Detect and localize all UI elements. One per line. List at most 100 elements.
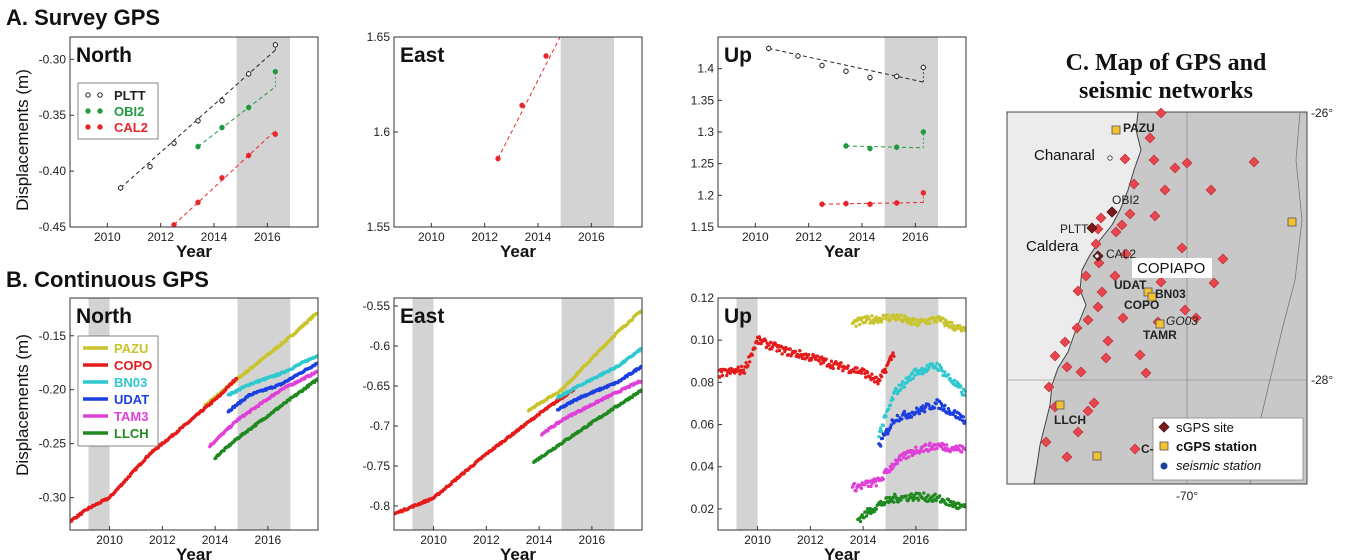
seismic-station-marker: [1082, 314, 1094, 326]
panel-survey-east: 2010 2012 2014 2016 1.65 1.6 1.55 East Year: [367, 30, 643, 261]
x-tick-label: 2012: [797, 533, 824, 547]
data-point: [862, 368, 866, 372]
seismic-station-marker: [1082, 405, 1094, 417]
y-tick-label: 1.3: [697, 125, 714, 139]
data-point: [920, 129, 927, 135]
data-point: [893, 314, 897, 318]
data-point: [315, 354, 318, 358]
series-pazu: [526, 309, 642, 413]
legend-cgps-marker: C-: [1141, 442, 1154, 456]
legend-seismic-icon: [1160, 462, 1168, 470]
site-marker-cal2: [1094, 253, 1100, 259]
data-point: [765, 45, 772, 52]
data-point: [866, 484, 871, 489]
axes-frame: [69, 297, 319, 531]
map-label-pltt: PLTT: [1060, 222, 1089, 236]
seismic-station-marker: [1176, 242, 1188, 254]
legend-label: CAL2: [114, 120, 148, 135]
data-point: [944, 502, 949, 507]
data-point: [775, 349, 779, 353]
map-label-pazu: PAZU: [1123, 121, 1155, 135]
series-tam3: [850, 441, 966, 493]
data-point: [780, 352, 784, 356]
seismic-station-marker: [1061, 451, 1073, 463]
data-point: [639, 379, 642, 384]
data-point: [943, 324, 947, 328]
data-point: [733, 371, 737, 375]
data-point: [881, 423, 886, 428]
data-point: [928, 441, 932, 445]
data-point: [959, 450, 964, 454]
series-udat: [555, 364, 642, 412]
trend-line: [768, 47, 924, 83]
seismic-station-marker: [1049, 350, 1061, 362]
cgps-station-south: [1092, 451, 1102, 461]
legend-label: UDAT: [114, 392, 149, 407]
data-point: [272, 131, 279, 137]
data-point: [935, 320, 939, 324]
panel-title: North: [76, 44, 132, 67]
panel-title: North: [76, 305, 132, 328]
data-point: [219, 124, 225, 131]
data-point: [909, 492, 914, 496]
cgps-station-tamr: [1155, 319, 1165, 329]
y-tick-label: 1.65: [367, 30, 391, 44]
data-point: [933, 492, 937, 496]
seismic-station-marker: [1110, 226, 1122, 238]
data-point: [913, 496, 917, 500]
data-point: [924, 318, 929, 322]
data-point: [946, 372, 951, 377]
legend-label: PAZU: [114, 341, 148, 356]
data-point: [907, 455, 911, 459]
data-point: [171, 140, 177, 146]
y-tick-label: -0.75: [363, 459, 391, 473]
gps-sites: [1055, 125, 1297, 461]
panel-continuous-north: 2010 2012 2014 2016 -0.15 -0.20 -0.25 -0.30 Nort…: [39, 297, 319, 560]
plot-area: [718, 313, 966, 524]
data-point: [870, 372, 874, 376]
data-point: [777, 348, 782, 353]
data-point: [914, 445, 918, 449]
data-point: [916, 498, 921, 502]
data-point: [639, 347, 642, 351]
data-point: [948, 376, 952, 381]
data-point: [946, 406, 951, 411]
plot-area: [117, 41, 279, 227]
seismic-station-marker: [1140, 367, 1152, 379]
map-label-obi2: OBI2: [1112, 193, 1140, 207]
data-point: [888, 464, 893, 469]
data-point: [829, 359, 834, 363]
y-tick-label: -0.6: [369, 339, 390, 353]
data-point: [747, 360, 752, 364]
legend-seismic-label: seismic station: [1176, 458, 1261, 473]
data-point: [909, 415, 914, 419]
data-point: [961, 415, 966, 419]
legend-label: LLCH: [114, 426, 149, 441]
data-point: [944, 443, 949, 447]
series-llch: [213, 377, 318, 461]
data-point: [860, 316, 864, 320]
legend-sgps-label: sGPS site: [1176, 420, 1234, 435]
data-point: [315, 377, 318, 381]
y-tick-label: 0.06: [691, 418, 715, 432]
data-point: [891, 466, 895, 470]
map-label-tamr: TAMR: [1143, 328, 1177, 342]
seismic-station-marker: [1100, 352, 1112, 364]
seismic-station-marker: [1144, 132, 1156, 144]
seismic-station-marker: [1040, 436, 1052, 448]
data-point: [874, 375, 878, 380]
panel-continuous-up: 2010 2012 2014 2016 0.12 0.10 0.08 0.06 0.04 0.02…: [691, 291, 967, 560]
data-point: [902, 385, 907, 389]
data-point: [883, 367, 887, 371]
data-point: [895, 413, 900, 418]
panel-continuous-east: 2010 2012 2014 2016 -0.55 -0.6 -0.65 -0.7 -0.75 -…: [363, 297, 643, 560]
map-label-go03: GO03: [1166, 314, 1198, 328]
panel-survey-up: 2010 2012 2014 2016 1.4 1.35 1.3 1.25 1.2 1.15 Up Y…: [691, 36, 967, 261]
data-point: [741, 368, 746, 372]
legend-marker: [97, 92, 103, 98]
data-point: [899, 498, 903, 502]
data-point: [820, 355, 824, 359]
data-point: [234, 376, 239, 381]
data-point: [852, 481, 857, 486]
seismic-station-marker: [1128, 178, 1140, 190]
